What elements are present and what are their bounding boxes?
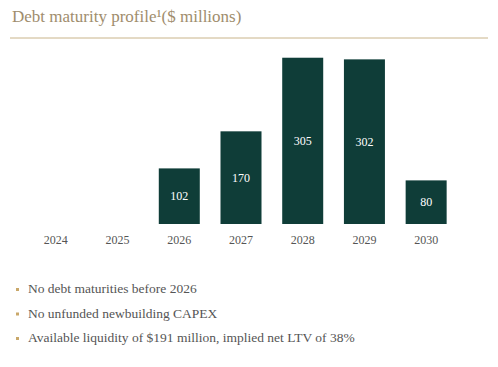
data-label: 302 — [355, 135, 373, 149]
bar — [344, 59, 385, 224]
bar — [221, 131, 262, 224]
annotation: No unfunded newbuilding CAPEX — [28, 306, 218, 321]
bullet — [16, 288, 19, 291]
bullet — [16, 337, 19, 340]
data-label: 305 — [294, 134, 312, 148]
title: Debt maturity profile¹($ millions) — [12, 7, 241, 26]
x-tick-label: 2025 — [106, 233, 130, 247]
data-label: 102 — [170, 189, 188, 203]
data-label: 80 — [420, 195, 432, 209]
bars — [159, 58, 447, 224]
x-tick-label: 2027 — [229, 233, 253, 247]
x-tick-label: 2029 — [352, 233, 376, 247]
x-tick-label: 2026 — [167, 233, 191, 247]
annotation: No debt maturities before 2026 — [28, 281, 197, 296]
x-tick-label: 2030 — [414, 233, 438, 247]
annotation: Available liquidity of $191 million, imp… — [28, 330, 355, 345]
data-label: 170 — [232, 171, 250, 185]
bar — [406, 180, 447, 224]
x-tick-label: 2028 — [291, 233, 315, 247]
chart: Debt maturity profile¹($ millions) 2024 20… — [0, 0, 498, 367]
bar — [159, 168, 200, 224]
x-tick-label: 2024 — [44, 233, 68, 247]
bar — [282, 58, 323, 224]
bullet — [16, 313, 19, 316]
title-rule — [10, 38, 488, 39]
